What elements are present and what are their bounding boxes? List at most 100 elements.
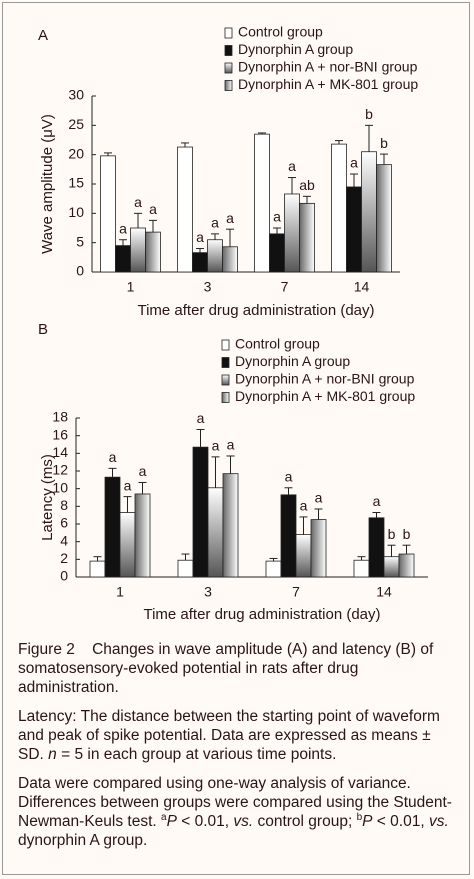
note-text: a xyxy=(161,811,167,823)
significance-label: a xyxy=(139,463,147,479)
bar xyxy=(331,143,347,273)
bar xyxy=(207,239,223,273)
significance-label: ab xyxy=(299,177,315,193)
bar xyxy=(104,476,121,578)
y-tick-label: 5 xyxy=(76,233,84,249)
note-text: P xyxy=(362,813,373,830)
x-tick-label: 1 xyxy=(127,279,135,295)
significance-label: a xyxy=(109,449,117,465)
legend-swatch xyxy=(224,27,233,39)
bar xyxy=(383,556,400,578)
bar xyxy=(398,553,415,578)
significance-label: a xyxy=(315,490,323,506)
note-text: vs. xyxy=(233,813,254,830)
significance-label: a xyxy=(226,210,234,226)
bar xyxy=(145,231,161,273)
bar xyxy=(284,193,300,273)
note-text: Latency: The distance between the starti… xyxy=(18,708,440,763)
y-axis-title: Wave amplitude (μV) xyxy=(39,114,56,254)
legend-label: Dynorphin A group xyxy=(238,41,353,57)
note-text: < 0.01, xyxy=(372,813,429,830)
y-tick-label: 4 xyxy=(60,532,68,548)
bar xyxy=(207,487,224,578)
note-text: Data were compared using one-way analysi… xyxy=(18,775,452,830)
note-text: n xyxy=(48,746,57,763)
legend-label: Dynorphin A + MK-801 group xyxy=(235,388,415,404)
y-tick-label: 25 xyxy=(68,116,84,132)
significance-label: a xyxy=(196,229,204,245)
caption-note: Latency: The distance between the starti… xyxy=(18,707,458,764)
y-tick-label: 2 xyxy=(60,550,68,566)
significance-label: a xyxy=(273,209,281,225)
y-tick-label: 20 xyxy=(68,145,84,161)
y-tick-label: 0 xyxy=(76,263,84,279)
y-tick-label: 16 xyxy=(52,426,68,442)
bar xyxy=(119,512,136,578)
x-tick-label: 3 xyxy=(204,279,212,295)
charts: A Wave amplitude (μV) Time after drug admi… xyxy=(38,24,428,623)
bar xyxy=(222,246,238,273)
legend-swatch xyxy=(221,392,230,403)
y-tick-label: 12 xyxy=(52,462,68,478)
note-text: P xyxy=(166,813,177,830)
significance-label: a xyxy=(285,468,293,484)
bar xyxy=(280,494,297,578)
significance-label: b xyxy=(365,106,373,122)
legend-label: Dynorphin A + MK-801 group xyxy=(238,76,418,92)
legend-swatch xyxy=(224,45,233,56)
caption-text: Changes in wave amplitude (A) and latenc… xyxy=(18,641,434,696)
significance-label: b xyxy=(403,526,411,542)
x-tick-label: 7 xyxy=(292,584,300,600)
x-tick-label: 7 xyxy=(281,279,289,295)
legend-swatch xyxy=(221,374,230,386)
significance-label: a xyxy=(300,498,308,514)
bar xyxy=(376,164,392,273)
y-tick-label: 10 xyxy=(68,204,84,220)
bar xyxy=(100,155,116,273)
panel-label: B xyxy=(38,321,48,338)
significance-label: a xyxy=(373,493,381,509)
bar xyxy=(361,151,377,273)
note-text: dynorphin A group. xyxy=(18,832,148,849)
y-tick-label: 18 xyxy=(52,409,68,425)
x-tick-label: 3 xyxy=(204,584,212,600)
significance-label: a xyxy=(350,155,358,171)
figure-number: Figure 2 xyxy=(18,641,75,658)
note-text: control group; xyxy=(253,813,357,830)
x-tick-label: 14 xyxy=(376,584,392,600)
significance-label: a xyxy=(149,201,157,217)
y-tick-label: 10 xyxy=(52,479,68,495)
bar xyxy=(192,446,209,578)
legend-label: Dynorphin A + nor-BNI group xyxy=(235,371,415,387)
bar xyxy=(254,133,270,273)
caption-title: Figure 2 Changes in wave amplitude (A) a… xyxy=(18,640,458,697)
x-axis-title: Time after drug administration (day) xyxy=(143,606,380,623)
x-tick-label: 1 xyxy=(116,584,124,600)
note-text: < 0.01, xyxy=(176,813,234,830)
bar xyxy=(269,233,285,273)
bar xyxy=(346,186,362,273)
legend-label: Dynorphin A + nor-BNI group xyxy=(238,59,418,75)
significance-label: a xyxy=(211,215,219,231)
y-tick-label: 30 xyxy=(68,87,84,103)
significance-label: a xyxy=(197,410,205,426)
bar xyxy=(310,519,327,578)
note-text: b xyxy=(356,811,363,823)
y-axis-title: Latency (ms) xyxy=(39,454,56,541)
legend-label: Control group xyxy=(238,24,323,40)
significance-label: a xyxy=(212,438,220,454)
legend-swatch xyxy=(224,62,233,74)
bar xyxy=(115,245,131,273)
y-tick-label: 15 xyxy=(68,175,84,191)
significance-label: b xyxy=(380,135,388,151)
significance-label: a xyxy=(288,158,296,174)
bar xyxy=(130,227,146,273)
bar xyxy=(89,560,106,578)
y-tick-label: 8 xyxy=(60,497,68,513)
note-text: = 5 in each group at various time points… xyxy=(56,746,337,763)
bar xyxy=(177,559,194,578)
caption-note: Data were compared using one-way analysi… xyxy=(18,774,458,850)
significance-label: a xyxy=(119,220,127,236)
